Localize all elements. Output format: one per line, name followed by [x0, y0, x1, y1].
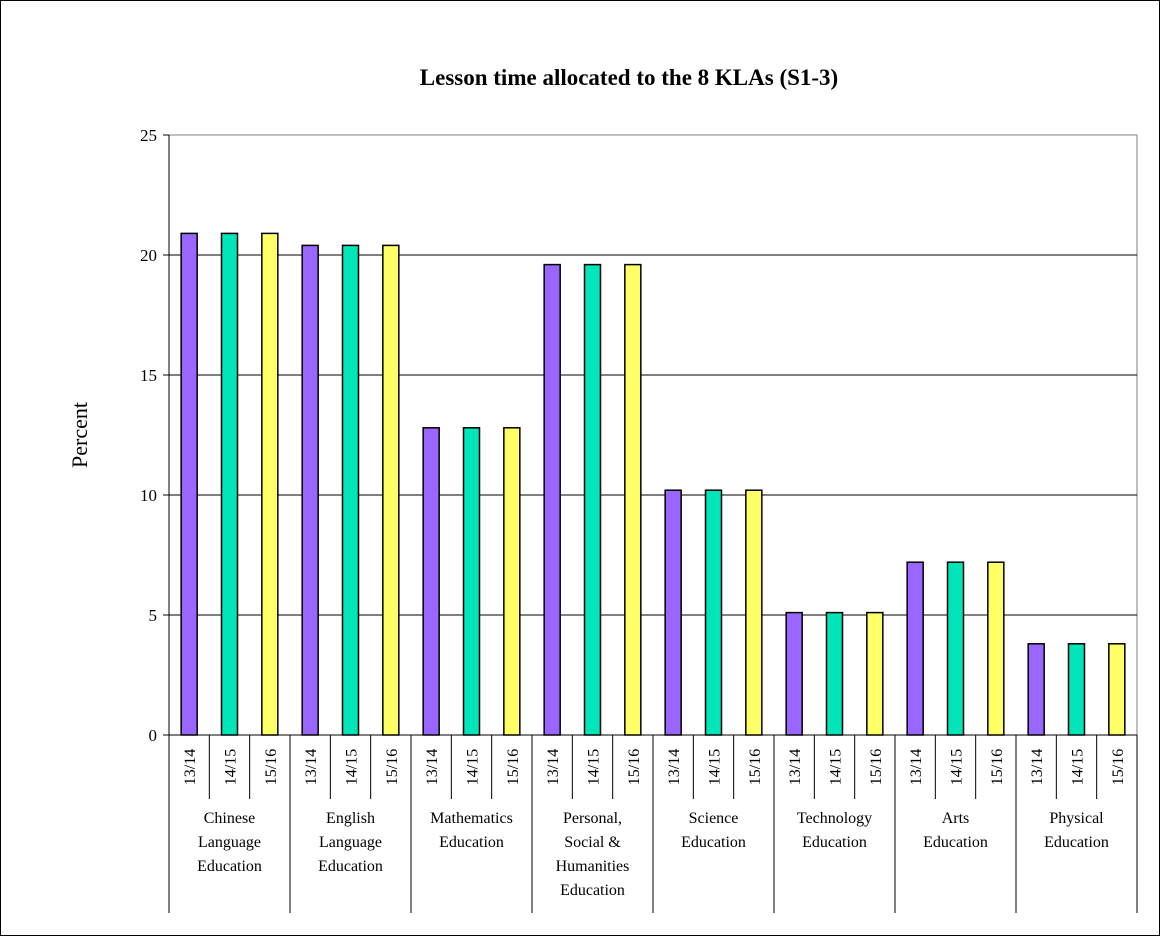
year-label: 13/14 — [303, 749, 320, 785]
category-label: Social & — [564, 834, 621, 851]
bar — [220, 232, 239, 736]
year-label: 13/14 — [1029, 749, 1046, 785]
bar — [624, 263, 642, 736]
category-label: Education — [681, 834, 746, 851]
year-label: 13/14 — [908, 749, 925, 785]
category-label: Chinese — [204, 810, 256, 827]
bar — [745, 489, 763, 736]
year-label: 14/15 — [344, 749, 361, 785]
year-label: 14/15 — [949, 749, 966, 785]
bar — [503, 427, 521, 736]
year-label: 14/15 — [223, 749, 240, 785]
year-label: 15/16 — [868, 749, 885, 785]
bar — [785, 611, 803, 736]
chart-title: Lesson time allocated to the 8 KLAs (S1-… — [420, 65, 838, 90]
year-label: 14/15 — [586, 749, 603, 785]
category-label: Physical — [1049, 810, 1104, 827]
bar — [906, 561, 924, 736]
year-label: 15/16 — [626, 749, 643, 785]
bar — [946, 561, 965, 736]
bar — [180, 232, 198, 736]
y-tick-label: 0 — [149, 726, 158, 745]
bar — [866, 611, 884, 736]
bar — [261, 232, 279, 736]
category-label: Language — [198, 834, 261, 851]
bar — [704, 489, 723, 736]
year-label: 14/15 — [465, 749, 482, 785]
category-label: Education — [1044, 834, 1109, 851]
category-label: Arts — [942, 810, 970, 827]
y-axis-label: Percent — [67, 402, 92, 468]
category-label: Education — [197, 858, 262, 875]
bar — [825, 611, 844, 736]
bar — [422, 427, 440, 736]
year-label: 15/16 — [1110, 749, 1127, 785]
bar — [664, 489, 682, 736]
x-axis-labels: 13/14 14/15 15/16 Chinese Language Education 1… — [168, 735, 1138, 913]
y-tick-label: 15 — [140, 366, 157, 385]
year-label: 13/14 — [545, 749, 562, 785]
bar — [462, 427, 481, 736]
year-label: 13/14 — [787, 749, 804, 785]
year-label: 15/16 — [747, 749, 764, 785]
year-label: 15/16 — [989, 749, 1006, 785]
category-label: Language — [319, 834, 382, 851]
category-label: Education — [923, 834, 988, 851]
bar — [382, 244, 400, 736]
bar — [301, 244, 319, 736]
bar — [987, 561, 1005, 736]
category-label: Education — [439, 834, 504, 851]
bar — [1108, 643, 1126, 736]
category-label: Technology — [797, 810, 872, 827]
bar — [1027, 643, 1045, 736]
bar — [543, 263, 561, 736]
year-label: 13/14 — [424, 749, 441, 785]
category-label: Humanities — [556, 858, 630, 875]
category-label: Personal, — [563, 810, 622, 827]
year-label: 15/16 — [384, 749, 401, 785]
year-label: 15/16 — [263, 749, 280, 785]
bar — [583, 263, 602, 736]
category-label: English — [326, 810, 375, 827]
year-label: 14/15 — [1070, 749, 1087, 785]
year-label: 14/15 — [828, 749, 845, 785]
year-label: 13/14 — [182, 749, 199, 785]
y-tick-label: 20 — [140, 246, 157, 265]
bars — [180, 232, 1126, 736]
category-label: Mathematics — [430, 810, 513, 827]
category-label: Education — [560, 882, 625, 899]
y-tick-label: 10 — [140, 486, 157, 505]
bar — [341, 244, 360, 736]
year-label: 13/14 — [666, 749, 683, 785]
category-label: Science — [689, 810, 739, 827]
category-label: Education — [318, 858, 383, 875]
y-tick-label: 5 — [149, 606, 158, 625]
bar — [1067, 643, 1086, 736]
year-label: 15/16 — [505, 749, 522, 785]
category-label: Education — [802, 834, 867, 851]
year-label: 14/15 — [707, 749, 724, 785]
y-tick-label: 25 — [140, 126, 157, 145]
